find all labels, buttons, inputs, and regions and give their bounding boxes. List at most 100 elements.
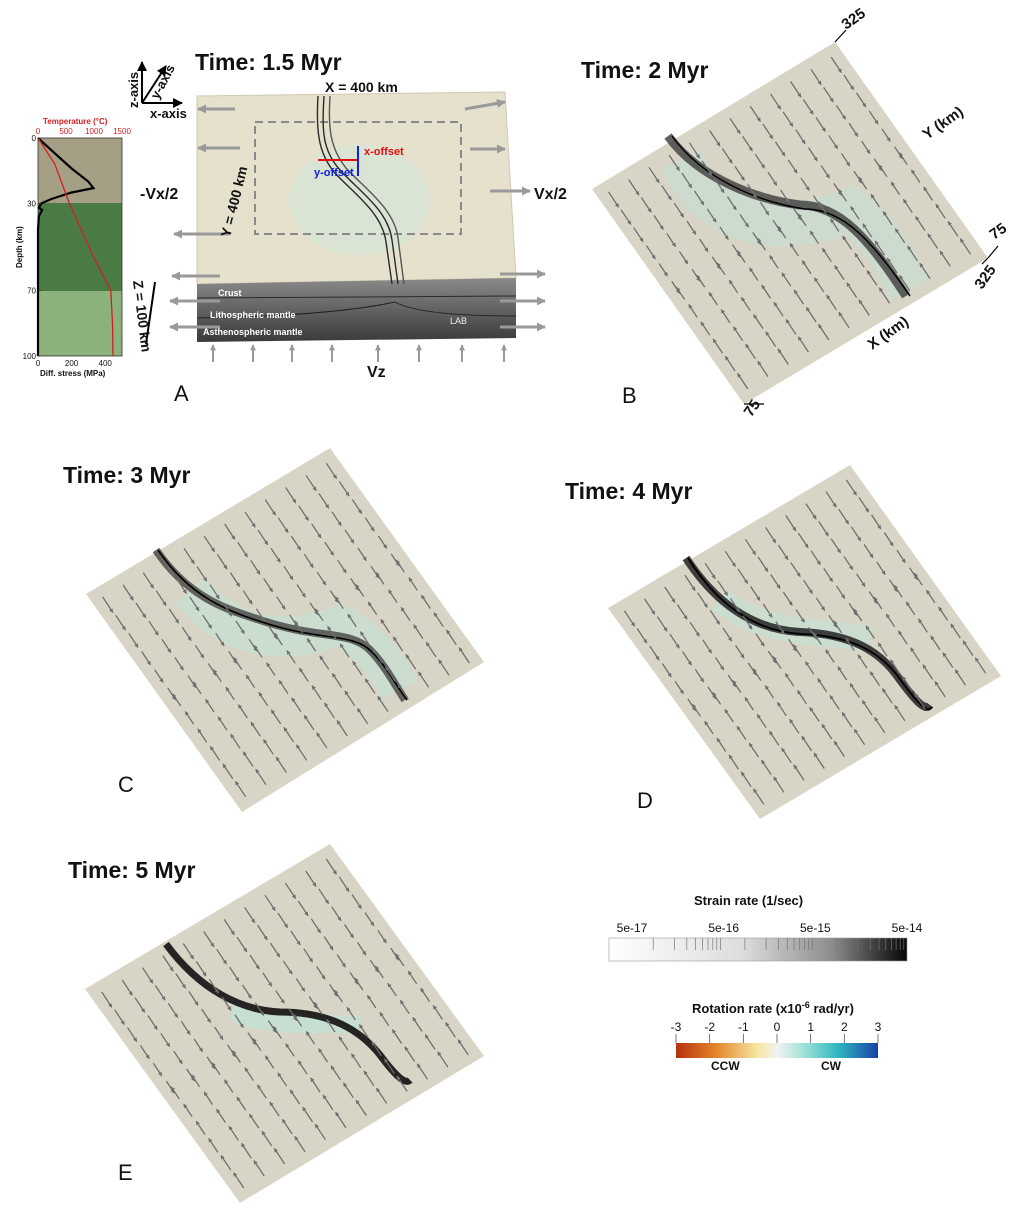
velocity-arrow <box>294 620 304 634</box>
velocity-arrow <box>922 664 934 680</box>
velocity-arrow <box>809 706 820 722</box>
velocity-arrow <box>256 1084 267 1099</box>
velocity-arrow <box>706 208 717 223</box>
velocity-arrow <box>306 638 317 652</box>
velocity-arrow <box>885 613 896 628</box>
velocity-arrow <box>927 233 939 249</box>
panel-d-title: Time: 4 Myr <box>565 478 692 504</box>
velocity-arrow <box>237 704 248 719</box>
velocity-arrow <box>139 1045 150 1060</box>
stress-curve <box>36 137 96 356</box>
panel-b-title: Time: 2 Myr <box>581 57 708 83</box>
velocity-arrow <box>724 708 734 723</box>
velocity-arrow <box>432 1005 444 1020</box>
velocity-arrow <box>823 86 834 103</box>
velocity-arrow <box>678 250 689 265</box>
velocity-arrow <box>295 978 306 992</box>
velocity-arrow <box>196 566 208 582</box>
velocity-arrow <box>910 169 921 183</box>
velocity-arrow <box>825 491 837 508</box>
velocity-arrow <box>623 610 636 627</box>
velocity-arrow <box>282 960 293 975</box>
velocity-arrow <box>168 608 180 624</box>
velocity-arrow <box>828 134 839 150</box>
velocity-arrow <box>745 343 756 360</box>
velocity-arrow <box>358 1024 369 1039</box>
velocity-arrow <box>372 648 383 664</box>
velocity-arrow <box>256 924 268 941</box>
velocity-arrow <box>726 196 737 211</box>
depth-ticks: 0 30 70 100 <box>23 134 41 361</box>
velocity-arrow <box>375 571 385 585</box>
velocity-arrow <box>923 186 934 201</box>
velocity-arrow <box>686 220 697 235</box>
velocity-arrow <box>736 250 746 263</box>
velocity-arrow <box>338 876 350 892</box>
velocity-arrow <box>828 614 838 628</box>
velocity-arrow <box>293 1014 303 1027</box>
velocity-arrow <box>203 535 216 553</box>
velocity-arrow <box>262 739 274 755</box>
velocity-arrow <box>742 135 753 152</box>
velocity-arrow <box>220 1155 232 1171</box>
velocity-arrow <box>128 632 139 648</box>
panel-b-letter: B <box>622 383 637 408</box>
velocity-arrow <box>728 754 739 770</box>
velocity-arrow <box>869 671 881 687</box>
crust-layer-band <box>38 138 122 203</box>
velocity-arrow <box>712 338 724 354</box>
rotation-tick-label: 1 <box>807 1020 814 1034</box>
velocity-arrow <box>830 538 842 554</box>
velocity-arrow <box>712 692 722 705</box>
velocity-arrow <box>203 1091 214 1105</box>
velocity-arrow <box>755 633 765 647</box>
velocity-arrow <box>866 270 878 286</box>
velocity-arrow <box>716 262 726 276</box>
temp-tick-label: 1500 <box>113 127 131 136</box>
depth-axis-label: Depth (km) <box>15 226 24 268</box>
velocity-arrow <box>336 954 347 968</box>
temperature-axis-label: Temperature (°C) <box>43 117 108 126</box>
velocity-arrow <box>842 235 853 250</box>
velocity-arrow <box>861 700 873 716</box>
velocity-arrow <box>134 997 146 1013</box>
velocity-arrow <box>744 538 757 556</box>
velocity-arrow <box>395 953 405 967</box>
strain-tick-label: 5e-17 <box>617 921 648 935</box>
velocity-arrow <box>281 1118 293 1135</box>
velocity-arrow <box>335 1111 347 1128</box>
layer-asthenospheric-mantle: Asthenospheric mantle <box>203 327 303 337</box>
velocity-arrow <box>208 1137 219 1153</box>
velocity-arrow <box>438 659 450 676</box>
velocity-arrow <box>121 979 133 996</box>
velocity-arrow <box>420 987 431 1002</box>
velocity-arrow <box>183 1103 193 1118</box>
velocity-arrow <box>330 1065 341 1081</box>
velocity-arrow <box>303 553 314 568</box>
strain-tick-label: 5e-14 <box>892 921 923 935</box>
velocity-arrow <box>290 535 302 551</box>
velocity-arrow <box>173 1050 183 1065</box>
velocity-arrow <box>740 771 752 788</box>
velocity-arrow <box>318 493 330 509</box>
panel-c-title: Time: 3 Myr <box>63 462 190 488</box>
temp-tick-label: 1000 <box>85 127 103 136</box>
velocity-arrow <box>346 1006 356 1021</box>
velocity-arrow <box>759 201 770 216</box>
velocity-arrow <box>805 306 817 323</box>
velocity-arrow <box>316 966 326 980</box>
velocity-arrow <box>303 948 314 963</box>
velocity-arrow <box>649 645 660 661</box>
panel-e-velocity-field <box>101 858 469 1189</box>
velocity-arrow <box>765 527 777 544</box>
velocity-arrow <box>316 571 327 586</box>
velocity-arrow <box>797 336 810 353</box>
velocity-arrow <box>863 544 874 559</box>
velocity-arrow <box>384 666 396 682</box>
velocity-arrow <box>886 257 898 274</box>
velocity-arrow <box>147 1015 158 1030</box>
velocity-arrow <box>781 272 792 287</box>
velocity-arrow <box>160 1032 171 1048</box>
velocity-arrow <box>709 609 721 625</box>
velocity-arrow <box>754 153 766 169</box>
